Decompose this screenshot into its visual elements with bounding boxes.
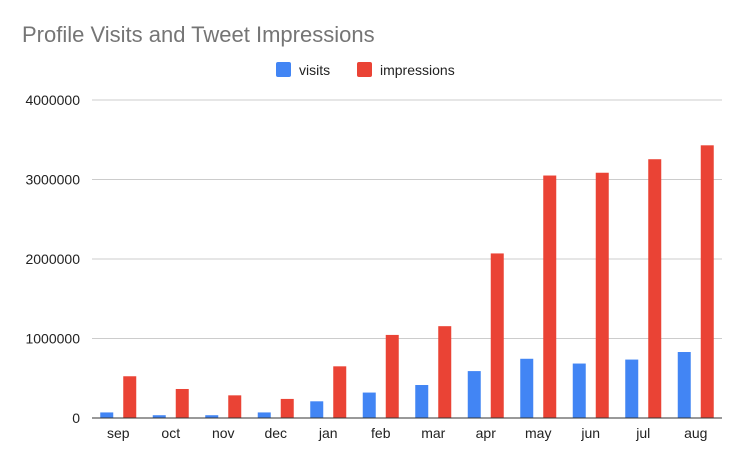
chart-title: Profile Visits and Tweet Impressions xyxy=(22,22,375,47)
x-tick-label: may xyxy=(525,425,551,441)
bar-impressions-dec xyxy=(280,398,294,418)
x-tick-label: oct xyxy=(161,425,180,441)
bar-visits-feb xyxy=(362,392,376,418)
bar-visits-may xyxy=(520,358,534,418)
legend-label-impressions: impressions xyxy=(380,62,455,78)
y-tick-label: 2000000 xyxy=(25,251,80,267)
x-tick-label: jun xyxy=(580,425,600,441)
x-tick-label: dec xyxy=(264,425,287,441)
bar-visits-apr xyxy=(467,371,481,418)
bar-impressions-oct xyxy=(175,388,189,418)
bar-impressions-jun xyxy=(595,172,609,418)
y-tick-label: 4000000 xyxy=(25,92,80,108)
x-tick-label: apr xyxy=(476,425,497,441)
x-axis-ticks: sep oct nov dec jan feb mar apr may jun jul aug xyxy=(107,425,707,441)
bar-impressions-sep xyxy=(123,376,137,418)
bar-impressions-jul xyxy=(648,159,662,419)
bar-visits-jun xyxy=(572,363,586,418)
y-tick-label: 1000000 xyxy=(25,331,80,347)
bar-visits-nov xyxy=(205,415,219,418)
bar-impressions-aug xyxy=(700,145,714,418)
bar-visits-dec xyxy=(257,412,271,418)
bar-visits-jul xyxy=(625,359,639,418)
bar-visits-jan xyxy=(310,401,324,418)
bar-visits-sep xyxy=(100,412,114,418)
bar-impressions-mar xyxy=(438,326,452,418)
bar-impressions-may xyxy=(543,175,557,418)
x-tick-label: aug xyxy=(684,425,707,441)
bar-visits-mar xyxy=(415,385,429,418)
bar-impressions-nov xyxy=(228,395,242,418)
y-tick-label: 0 xyxy=(72,410,80,426)
x-tick-label: jan xyxy=(318,425,338,441)
bar-impressions-jan xyxy=(333,366,347,418)
y-tick-label: 3000000 xyxy=(25,172,80,188)
y-axis-ticks: 0 1000000 2000000 3000000 4000000 xyxy=(25,92,80,426)
bar-visits-aug xyxy=(677,352,691,418)
legend: visits impressions xyxy=(276,62,455,78)
bar-visits-oct xyxy=(152,415,166,418)
gridlines xyxy=(92,99,722,339)
legend-swatch-visits xyxy=(276,62,291,77)
legend-label-visits: visits xyxy=(299,62,330,78)
x-tick-label: nov xyxy=(212,425,235,441)
bars xyxy=(100,145,714,419)
x-tick-label: sep xyxy=(107,425,130,441)
x-tick-label: mar xyxy=(421,425,445,441)
bar-impressions-apr xyxy=(490,253,504,418)
x-tick-label: feb xyxy=(371,425,391,441)
x-tick-label: jul xyxy=(635,425,650,441)
legend-swatch-impressions xyxy=(357,62,372,77)
bar-impressions-feb xyxy=(385,334,399,418)
